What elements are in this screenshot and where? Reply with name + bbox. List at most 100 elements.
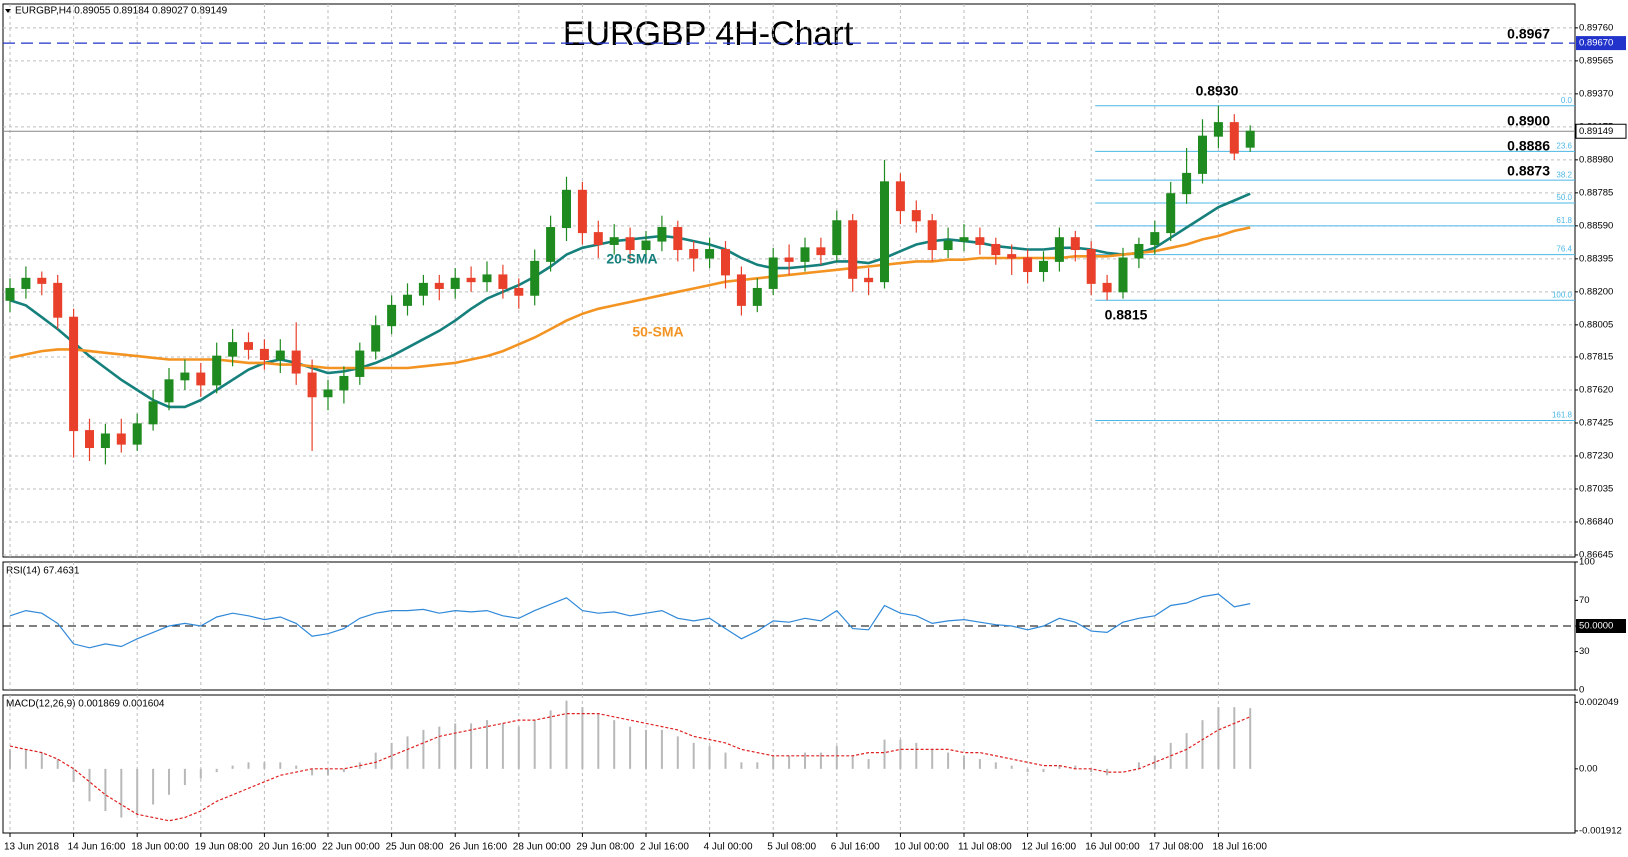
y-tick-label: -0.001912 xyxy=(1579,825,1622,836)
candle-body xyxy=(1039,260,1048,273)
price-annotation: 0.8815 xyxy=(1105,307,1148,323)
candle-body xyxy=(100,433,110,449)
candle-body xyxy=(1023,257,1033,273)
candle-body xyxy=(164,379,174,403)
y-tick-label: 0.87035 xyxy=(1579,483,1613,494)
y-tick-label: 0.86840 xyxy=(1579,516,1613,527)
y-tick-label: 0.87620 xyxy=(1579,384,1613,395)
price-annotation: 0.8967 xyxy=(1507,26,1550,42)
candle-body xyxy=(546,227,556,262)
candle-body xyxy=(848,220,858,279)
candle-body xyxy=(768,257,778,289)
candle-body xyxy=(371,325,381,352)
candle-body xyxy=(1182,172,1192,195)
candle-body xyxy=(339,375,349,391)
candle-body xyxy=(1007,254,1017,259)
candle-body xyxy=(307,372,317,398)
candle-body xyxy=(705,249,715,259)
candle-body xyxy=(1118,257,1128,293)
y-tick-label: 0.88785 xyxy=(1579,187,1613,198)
candle-body xyxy=(1054,237,1064,262)
fib-label: 0.0 xyxy=(1561,96,1573,105)
y-tick-label: 0.88590 xyxy=(1579,220,1613,231)
candle-body xyxy=(514,287,524,296)
x-tick-label: 29 Jun 08:00 xyxy=(576,842,634,853)
candle-body xyxy=(1150,232,1160,245)
y-tick-label: 0.88200 xyxy=(1579,286,1613,297)
y-tick-label: 0.87230 xyxy=(1579,450,1613,461)
candle-body xyxy=(689,249,699,259)
x-tick-label: 17 Jul 08:00 xyxy=(1149,842,1204,853)
candle-body xyxy=(1166,193,1176,234)
fib-label: 100.0 xyxy=(1552,290,1573,299)
level-label: 50.0000 xyxy=(1579,621,1613,632)
y-tick-label: 0 xyxy=(1579,685,1584,696)
x-tick-label: 20 Jun 16:00 xyxy=(258,842,316,853)
candle-body xyxy=(911,210,921,222)
candle-body xyxy=(450,277,460,289)
fib-label: 61.8 xyxy=(1556,216,1572,225)
macd-signal xyxy=(9,713,1251,822)
candle-body xyxy=(275,350,285,361)
candle-body xyxy=(1229,122,1239,154)
x-tick-label: 18 Jun 00:00 xyxy=(131,842,189,853)
candle-body xyxy=(784,257,794,262)
candle-body xyxy=(1213,122,1223,137)
fib-label: 76.4 xyxy=(1556,245,1572,254)
price-annotation: 0.8930 xyxy=(1196,83,1239,99)
candle-body xyxy=(244,342,253,350)
x-tick-label: 5 Jul 08:00 xyxy=(767,842,816,853)
macd-title: MACD(12,26,9) 0.001869 0.001604 xyxy=(6,699,165,710)
x-tick-label: 26 Jun 16:00 xyxy=(449,842,507,853)
candle-body xyxy=(800,247,810,262)
y-tick-label: 0.87815 xyxy=(1579,352,1613,363)
candle-body xyxy=(609,237,619,245)
candle-body xyxy=(85,430,94,449)
candle-body xyxy=(53,282,63,318)
candle-body xyxy=(641,240,651,251)
chart-title: EURGBP 4H-Chart xyxy=(563,15,854,53)
fib-label: 23.6 xyxy=(1556,141,1572,150)
rsi-title: RSI(14) 67.4631 xyxy=(6,566,80,577)
candle-body xyxy=(482,274,492,283)
candle-body xyxy=(180,372,190,381)
candle-body xyxy=(752,287,762,306)
y-tick-label: 0.87425 xyxy=(1579,417,1613,428)
candle-body xyxy=(625,237,635,251)
candle-body xyxy=(1070,237,1080,251)
fib-label: 38.2 xyxy=(1556,170,1572,179)
y-tick-label: 0.89565 xyxy=(1579,55,1613,66)
candle-body xyxy=(673,227,683,251)
candle-body xyxy=(132,423,142,445)
candle-body xyxy=(864,277,874,283)
y-tick-label: 0.89370 xyxy=(1579,88,1613,99)
candle-body xyxy=(196,372,206,386)
candle-body xyxy=(736,274,746,306)
resistance-label-box xyxy=(1576,36,1626,51)
x-tick-label: 11 Jul 08:00 xyxy=(958,842,1012,853)
candle-body xyxy=(816,247,826,256)
y-tick-label: 30 xyxy=(1579,646,1590,657)
candle-body xyxy=(530,260,540,296)
candle-body xyxy=(721,249,730,276)
candle-body xyxy=(69,316,79,432)
candle-body xyxy=(291,350,301,374)
y-tick-label: 70 xyxy=(1579,595,1590,606)
candle-body xyxy=(21,277,31,289)
price-annotation: 0.8873 xyxy=(1507,163,1550,179)
x-tick-label: 14 Jun 16:00 xyxy=(68,842,126,853)
y-tick-label: 0.88005 xyxy=(1579,319,1613,330)
candle-body xyxy=(323,389,333,398)
y-tick-label: 0.88980 xyxy=(1579,154,1613,165)
x-tick-label: 28 Jun 00:00 xyxy=(513,842,571,853)
x-tick-label: 12 Jul 16:00 xyxy=(1022,842,1077,853)
panel-frame xyxy=(2,3,1576,558)
y-tick-label: 0.88395 xyxy=(1579,253,1613,264)
candle-body xyxy=(259,348,269,361)
y-tick-label: 100 xyxy=(1579,557,1595,568)
candle-body xyxy=(657,227,667,242)
candle-body xyxy=(355,350,365,377)
candle-body xyxy=(498,274,508,289)
